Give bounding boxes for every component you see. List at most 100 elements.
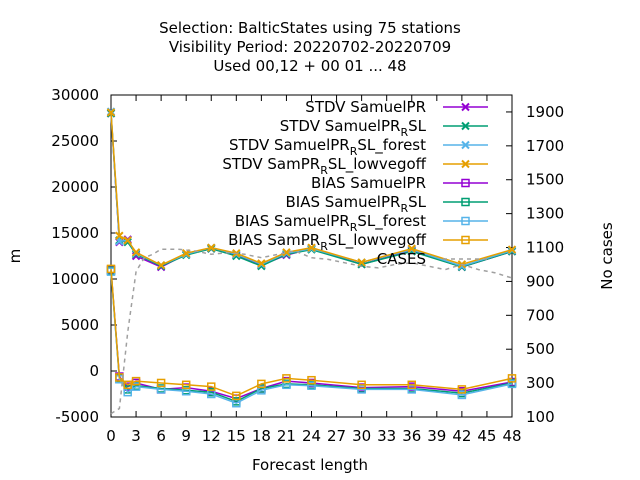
data-point xyxy=(407,244,416,253)
y-tick-label: -5000 xyxy=(55,408,99,426)
legend-swatch-marker xyxy=(461,216,470,226)
legend-swatch-marker xyxy=(461,159,470,169)
series-cases xyxy=(110,248,513,415)
legend-label: BIAS SamuelPRRSL xyxy=(285,193,426,215)
series-bias-sampr-rsl-lowvegoff xyxy=(106,264,517,401)
legend-swatch-marker xyxy=(461,235,470,245)
series-line xyxy=(110,248,513,415)
data-point xyxy=(307,243,316,252)
x-tick-label: 24 xyxy=(302,427,321,445)
x-tick-label: 27 xyxy=(327,427,346,445)
data-point xyxy=(257,379,266,389)
y-tick-label: 20000 xyxy=(51,178,99,196)
x-tick-label: 45 xyxy=(477,427,496,445)
y2-tick-label: 900 xyxy=(526,272,555,290)
x-tick-label: 12 xyxy=(202,427,221,445)
data-point xyxy=(131,376,141,386)
data-point xyxy=(457,385,467,394)
data-point xyxy=(106,108,116,117)
data-point xyxy=(106,264,116,274)
legend-label: BIAS SamuelPRRSL_forest xyxy=(235,212,426,234)
x-tick-label: 21 xyxy=(277,427,296,445)
data-point xyxy=(115,231,124,240)
legend-swatch-marker xyxy=(461,140,470,150)
data-point xyxy=(207,382,216,391)
y2-tick-label: 100 xyxy=(526,408,555,426)
x-tick-label: 39 xyxy=(427,427,446,445)
x-tick-label: 3 xyxy=(131,427,141,445)
legend-label: BIAS SamuelPR xyxy=(311,174,426,192)
data-point xyxy=(123,380,132,390)
data-point xyxy=(232,391,241,401)
legend-entry: BIAS SamuelPRRSL_forest xyxy=(235,212,488,234)
y2-tick-label: 1700 xyxy=(526,137,564,155)
data-point xyxy=(207,243,216,252)
data-point xyxy=(407,380,416,390)
title-line-1: Selection: BalticStates using 75 station… xyxy=(159,19,461,37)
legend-swatch-marker xyxy=(461,197,470,207)
data-point xyxy=(307,375,316,385)
y-tick-label: 30000 xyxy=(51,86,99,104)
data-point xyxy=(407,385,416,394)
data-point xyxy=(507,245,517,254)
data-point xyxy=(131,382,141,391)
chart-title: Selection: BalticStates using 75 station… xyxy=(159,19,461,75)
legend-label: STDV SamuelPRRSL_forest xyxy=(229,136,426,158)
x-axis-label: Forecast length xyxy=(252,456,368,474)
x-tick-label: 48 xyxy=(502,427,521,445)
data-point xyxy=(257,259,266,268)
legend-label: STDV SamPRRSL_lowvegoff xyxy=(222,155,426,177)
data-point xyxy=(507,374,517,383)
y2-tick-label: 700 xyxy=(526,306,555,324)
x-tick-label: 30 xyxy=(352,427,371,445)
legend-swatch-marker xyxy=(461,102,470,112)
title-line-3: Used 00,12 + 00 01 ... 48 xyxy=(213,57,406,75)
data-point xyxy=(282,248,291,257)
y-tick-label: 25000 xyxy=(51,132,99,150)
legend-label: BIAS SamPRRSL_lowvegoff xyxy=(228,231,427,253)
data-point xyxy=(282,374,291,383)
y-tick-label: 0 xyxy=(89,362,99,380)
y-tick-label: 10000 xyxy=(51,270,99,288)
legend-entry: BIAS SamuelPR xyxy=(311,174,488,192)
data-point xyxy=(156,260,166,270)
y2-tick-label: 500 xyxy=(526,340,555,358)
x-tick-label: 6 xyxy=(156,427,166,445)
data-point xyxy=(123,236,132,245)
title-line-2: Visibility Period: 20220702-20220709 xyxy=(169,38,451,56)
x-tick-label: 18 xyxy=(252,427,271,445)
data-point xyxy=(357,380,366,390)
data-point xyxy=(357,385,366,394)
y2-tick-label: 1100 xyxy=(526,239,564,257)
data-point xyxy=(156,378,166,388)
y2-tick-label: 1500 xyxy=(526,171,564,189)
data-point xyxy=(181,380,191,390)
legend-entry: BIAS SamPRRSL_lowvegoff xyxy=(228,231,488,253)
x-tick-label: 15 xyxy=(227,427,246,445)
legend-entry: STDV SamPRRSL_lowvegoff xyxy=(222,155,488,177)
legend-swatch-marker xyxy=(461,178,470,188)
x-tick-label: 0 xyxy=(106,427,116,445)
x-tick-label: 33 xyxy=(377,427,396,445)
y2-tick-label: 1900 xyxy=(526,103,564,121)
y-tick-label: 15000 xyxy=(51,224,99,242)
legend-swatch-marker xyxy=(461,121,470,131)
data-point xyxy=(131,248,141,257)
data-point xyxy=(357,258,366,267)
data-point xyxy=(457,390,467,400)
data-point xyxy=(307,381,316,390)
legend-entry: CASES xyxy=(377,250,488,268)
data-point xyxy=(507,379,517,389)
y-tick-label: 5000 xyxy=(61,316,99,334)
legend-label: STDV SamuelPR xyxy=(305,98,426,116)
x-tick-label: 36 xyxy=(402,427,421,445)
legend-entry: STDV SamuelPRRSL_forest xyxy=(229,136,488,158)
legend-entry: STDV SamuelPR xyxy=(305,98,488,116)
y2-axis-label: No cases xyxy=(598,222,616,290)
legend-entry: STDV SamuelPRRSL xyxy=(280,117,488,139)
legend-label: CASES xyxy=(377,250,426,268)
x-tick-label: 9 xyxy=(181,427,191,445)
x-tick-label: 42 xyxy=(452,427,471,445)
tick-layer: 0 3 6 9 12 15 18 21 24 27 30 33 36 39 42 45 48-500005000… xyxy=(51,86,564,445)
